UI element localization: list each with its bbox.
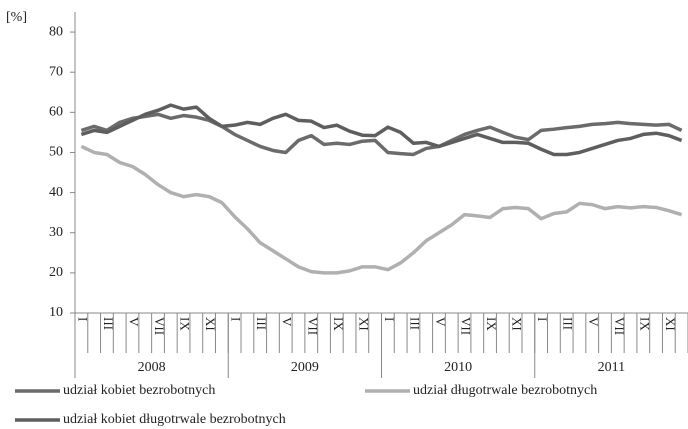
- x-tick-label: I: [382, 317, 397, 321]
- x-tick-label: III: [561, 317, 576, 330]
- x-tick-label: IX: [178, 317, 193, 331]
- x-tick-label: I: [535, 317, 550, 321]
- x-tick-label: I: [229, 317, 244, 321]
- y-axis-label: [%]: [6, 10, 27, 25]
- x-tick-label: VII: [305, 317, 320, 335]
- series-line: [80, 103, 683, 157]
- x-tick-label: III: [254, 317, 269, 330]
- group-label: 2008: [138, 360, 166, 375]
- x-tick-label: V: [433, 317, 448, 327]
- x-tick-label: IX: [484, 317, 499, 331]
- x-tick-label: V: [280, 317, 295, 327]
- legend-label: udział długotrwale bezrobotnych: [413, 383, 597, 398]
- group-label: 2009: [291, 360, 319, 375]
- x-tick-label: V: [126, 317, 141, 327]
- y-tick-label: 20: [49, 265, 63, 280]
- y-tick-label: 60: [49, 105, 63, 120]
- series-line: [80, 144, 683, 275]
- y-tick-label: 40: [49, 185, 63, 200]
- y-tick-label: 50: [49, 145, 63, 160]
- x-tick-label: VII: [152, 317, 167, 335]
- x-tick-label: IX: [637, 317, 652, 331]
- x-tick-label: V: [586, 317, 601, 327]
- y-tick-label: 80: [49, 24, 63, 39]
- y-tick-label: 30: [49, 225, 63, 240]
- legend-label: udział kobiet bezrobotnych: [63, 383, 215, 398]
- x-tick-label: VII: [612, 317, 627, 335]
- y-tick-label: 70: [49, 64, 63, 79]
- x-tick-label: VII: [459, 317, 474, 335]
- x-tick-label: I: [75, 317, 90, 321]
- x-tick-label: XI: [510, 317, 525, 331]
- y-tick-label: 10: [49, 305, 63, 320]
- x-tick-label: III: [101, 317, 116, 330]
- series-line: [80, 112, 683, 157]
- x-tick-label: IX: [331, 317, 346, 331]
- legend-label: udział kobiet długotrwale bezrobotnych: [63, 412, 286, 427]
- x-tick-label: XI: [203, 317, 218, 331]
- x-tick-label: XI: [663, 317, 678, 331]
- x-tick-label: XI: [356, 317, 371, 331]
- group-label: 2010: [444, 360, 472, 375]
- group-label: 2011: [598, 360, 625, 375]
- x-tick-label: III: [407, 317, 422, 330]
